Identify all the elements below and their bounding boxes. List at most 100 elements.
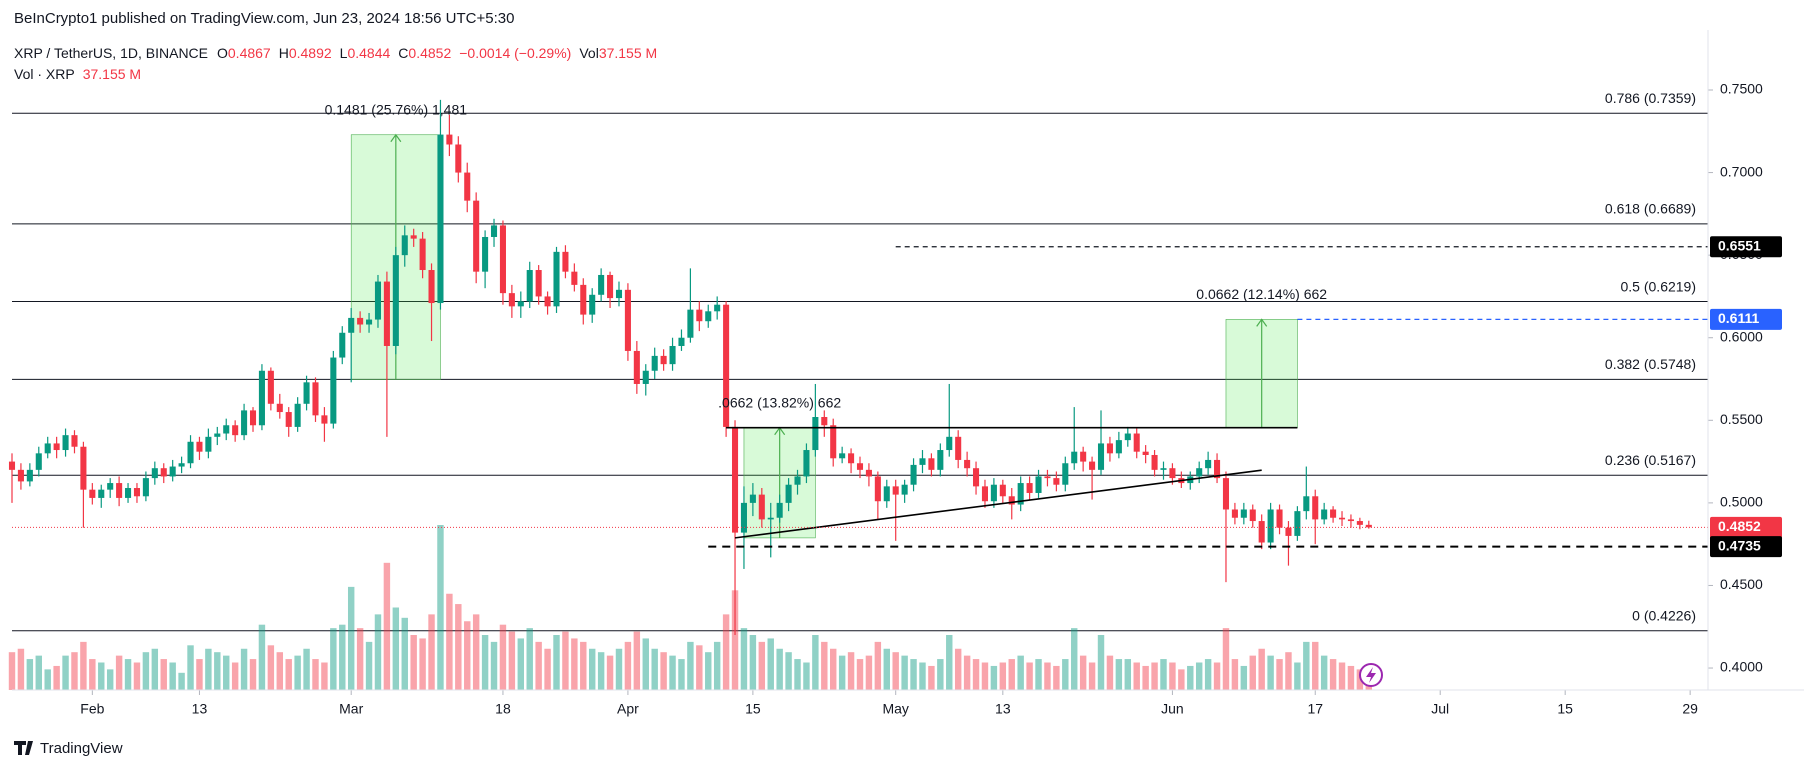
volume-bar — [990, 665, 998, 690]
candle-body — [812, 417, 819, 451]
candle-body — [1303, 496, 1310, 512]
volume-bar — [1079, 655, 1087, 690]
volume-bar — [62, 655, 69, 690]
candle-body — [571, 271, 578, 285]
volume-bar — [71, 652, 78, 690]
footer-logo — [14, 741, 33, 755]
volume-bar — [1106, 655, 1114, 690]
candle-body — [276, 403, 283, 413]
candle-body — [892, 486, 899, 495]
candle-body — [1321, 509, 1328, 520]
candle-body — [187, 441, 194, 464]
candle-body — [803, 450, 810, 477]
volume-bar — [749, 635, 757, 690]
candle-body — [785, 484, 792, 503]
volume-bar — [1294, 662, 1301, 690]
candle-body — [428, 270, 435, 304]
volume-bar — [812, 635, 819, 690]
volume-bar — [205, 648, 212, 690]
volume-bar — [1062, 659, 1069, 690]
volume-bar — [1320, 655, 1328, 690]
volume-bar — [1142, 665, 1149, 690]
open-value: 0.4867 — [228, 45, 271, 61]
volume-bar — [240, 648, 248, 690]
volume-bar — [1240, 665, 1248, 690]
candle-body — [919, 458, 926, 465]
volume-bar — [169, 662, 176, 690]
volume-bar — [106, 669, 114, 690]
volume-bar — [481, 635, 489, 690]
replay-icon[interactable] — [1359, 663, 1383, 687]
fib-label: 0.618 (0.6689) — [1605, 201, 1696, 217]
close-label: C — [398, 45, 408, 61]
candle-body — [1106, 443, 1113, 454]
volume-bar — [946, 635, 953, 690]
candle-body — [776, 502, 783, 518]
x-tick-label: 15 — [745, 701, 761, 717]
candle-body — [98, 489, 105, 498]
candle-body — [1249, 509, 1256, 522]
candle-body — [490, 225, 498, 237]
volume-bar — [821, 641, 828, 690]
candle-body — [410, 235, 417, 239]
volume-bar — [883, 648, 890, 690]
volume-bar — [1204, 659, 1212, 690]
volume-bar — [856, 659, 864, 690]
candle-body — [723, 304, 730, 427]
candle-body — [1089, 461, 1096, 470]
candle-body — [258, 370, 265, 426]
volume-bar — [490, 641, 498, 690]
fib-label: 0.786 (0.7359) — [1605, 90, 1696, 106]
volume-bar — [1356, 669, 1364, 690]
candle-body — [1133, 433, 1140, 452]
volume-bar — [178, 672, 185, 690]
volume-bar — [1285, 652, 1292, 690]
volume-bar — [588, 648, 596, 690]
vol-pane-value: 37.155 M — [83, 66, 141, 82]
candle-body — [1312, 496, 1319, 520]
volume-bar — [151, 648, 159, 690]
drawn-line — [734, 469, 1262, 539]
x-tick-label: 13 — [995, 701, 1011, 717]
candle-body — [990, 484, 997, 502]
candle-body — [133, 488, 141, 497]
candle-body — [848, 453, 855, 464]
volume-bar — [1347, 665, 1355, 690]
candle-body — [562, 251, 569, 272]
volume-bar — [267, 645, 275, 690]
publisher: BeInCrypto1 published on TradingView.com… — [14, 10, 514, 27]
volume-bar — [963, 655, 971, 690]
candle-body — [1071, 451, 1078, 464]
volume-bar — [937, 659, 944, 690]
candle-body — [740, 502, 747, 533]
candle-body — [1365, 524, 1372, 528]
volume-bar — [722, 614, 730, 690]
volume-bar — [1329, 659, 1337, 690]
candle-body — [1053, 478, 1060, 485]
fib-label: 0 (0.4226) — [1632, 607, 1696, 623]
volume-bar — [1133, 662, 1140, 690]
candle-body — [1214, 459, 1221, 479]
volume-bar — [347, 586, 355, 690]
volume-bar — [80, 641, 87, 690]
volume-bar — [669, 655, 676, 690]
volume-bar — [1151, 662, 1158, 690]
candle-body — [499, 225, 506, 294]
volume-bar — [1017, 655, 1024, 690]
icon-bolt[interactable] — [1366, 667, 1376, 683]
candle-body — [856, 463, 864, 470]
volume-bar — [294, 655, 301, 690]
volume-bar — [874, 641, 882, 690]
candle-body — [26, 469, 33, 482]
volume-bar — [687, 641, 694, 690]
candle-body — [1017, 483, 1024, 505]
volume-bar — [1303, 641, 1310, 690]
candle-body — [116, 483, 123, 498]
candle-body — [1026, 483, 1033, 493]
volume-bar — [356, 628, 364, 690]
candle-body — [223, 425, 230, 434]
candle-body — [1294, 511, 1301, 536]
candle-body — [321, 415, 328, 424]
candle-body — [696, 309, 703, 322]
candle-body — [598, 274, 605, 295]
